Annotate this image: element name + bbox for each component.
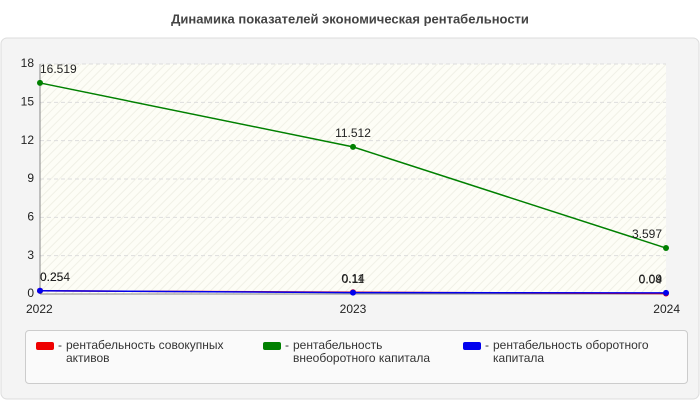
data-point — [37, 79, 43, 86]
data-point — [350, 143, 356, 150]
data-point — [350, 289, 356, 296]
y-tick-label: 0 — [27, 286, 34, 300]
legend-label: рентабельность внеоборотного капитала — [293, 338, 430, 365]
x-tick-label: 2023 — [340, 302, 367, 316]
value-label: 0.14 — [341, 271, 365, 285]
value-label: 0.25 — [40, 270, 64, 284]
legend-dash: - — [58, 338, 62, 352]
value-label: 11.512 — [335, 126, 371, 140]
y-tick-label: 6 — [27, 210, 34, 224]
legend-swatch — [463, 342, 481, 350]
data-point — [37, 287, 43, 294]
legend: - рентабельность совокупных активов - рента… — [25, 330, 688, 384]
legend-item[interactable]: - рентабельность совокупных активов — [36, 339, 236, 365]
y-tick-label: 9 — [27, 171, 34, 185]
legend-dash: - — [485, 338, 489, 352]
legend-swatch — [36, 342, 54, 350]
legend-label: рентабельность оборотного капитала — [493, 338, 649, 365]
value-label: 3.597 — [632, 227, 662, 241]
value-label: 0.09 — [639, 272, 663, 286]
value-label: 0.11 — [342, 272, 365, 286]
value-label: 16.519 — [40, 62, 77, 76]
value-label: 0.04 — [639, 273, 663, 287]
y-tick-label: 3 — [27, 248, 34, 262]
y-tick-label: 12 — [21, 133, 35, 147]
legend-item[interactable]: - рентабельность оборотного капитала — [463, 339, 673, 365]
y-tick-label: 15 — [21, 95, 35, 109]
data-point — [663, 289, 669, 296]
legend-dash: - — [285, 338, 289, 352]
chart-title: Динамика показателей экономическая рента… — [171, 11, 529, 26]
y-tick-label: 18 — [21, 56, 35, 70]
x-tick-label: 2022 — [26, 302, 53, 316]
legend-swatch — [263, 342, 281, 350]
value-label: 0.254 — [40, 270, 70, 284]
x-tick-label: 2024 — [653, 302, 680, 316]
data-point — [663, 245, 669, 252]
legend-item[interactable]: - рентабельность внеоборотного капитала — [263, 339, 453, 365]
legend-label: рентабельность совокупных активов — [66, 338, 224, 365]
